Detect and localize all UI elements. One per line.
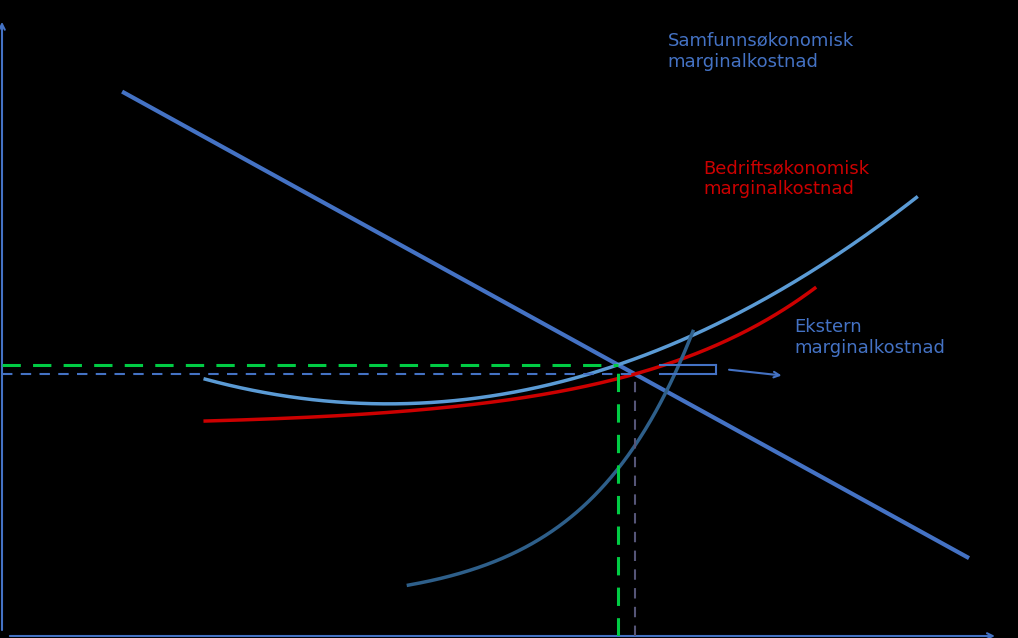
- Text: Ekstern
marginalkostnad: Ekstern marginalkostnad: [794, 318, 946, 357]
- Text: Samfunnsøkonomisk
marginalkostnad: Samfunnsøkonomisk marginalkostnad: [668, 32, 854, 71]
- Text: Bedriftsøkonomisk
marginalkostnad: Bedriftsøkonomisk marginalkostnad: [703, 159, 869, 198]
